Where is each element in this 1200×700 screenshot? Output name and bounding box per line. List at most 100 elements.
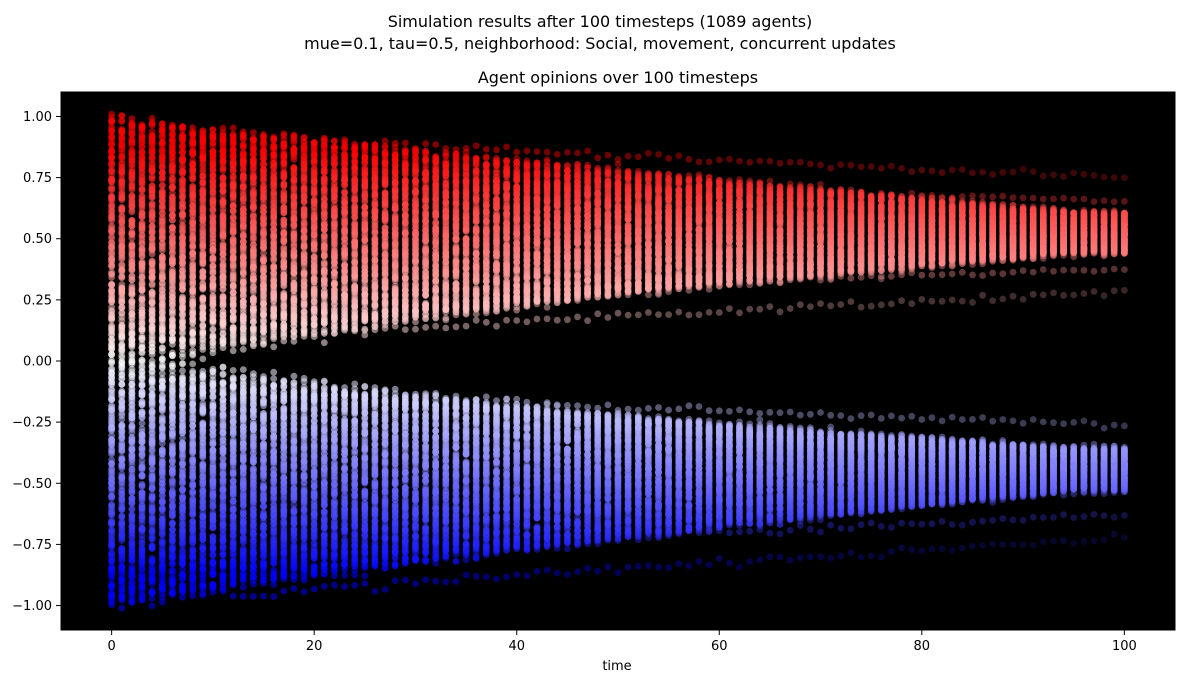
data-point xyxy=(118,558,126,565)
data-point xyxy=(260,425,267,433)
data-point xyxy=(239,269,247,276)
data-point xyxy=(148,433,156,441)
data-point xyxy=(239,335,247,343)
data-point xyxy=(270,448,278,456)
data-point xyxy=(148,326,156,333)
data-point xyxy=(118,381,126,388)
data-point xyxy=(199,536,207,544)
data-point xyxy=(239,309,247,316)
data-point xyxy=(108,359,115,366)
data-point xyxy=(199,480,207,488)
data-point xyxy=(179,156,186,164)
data-point xyxy=(250,212,257,220)
data-point xyxy=(118,519,126,526)
data-point xyxy=(199,400,207,407)
data-point xyxy=(260,384,267,391)
data-point xyxy=(118,169,126,177)
data-point xyxy=(260,571,267,579)
data-point xyxy=(138,489,146,497)
data-point xyxy=(118,427,126,435)
data-point xyxy=(118,273,126,281)
data-point xyxy=(138,389,146,396)
data-point xyxy=(219,299,227,307)
data-point xyxy=(290,437,298,445)
data-point xyxy=(128,529,136,537)
data-point xyxy=(290,505,298,513)
data-point xyxy=(250,308,257,315)
data-point xyxy=(118,261,126,268)
data-point xyxy=(229,235,237,243)
data-point xyxy=(189,308,197,316)
data-point xyxy=(148,473,156,480)
data-point xyxy=(118,341,126,348)
data-point xyxy=(128,127,136,135)
data-point xyxy=(239,253,247,261)
data-point xyxy=(199,462,207,470)
data-point xyxy=(138,343,146,351)
data-point xyxy=(219,370,227,378)
data-point xyxy=(108,501,115,508)
data-point xyxy=(209,551,217,559)
data-point xyxy=(108,328,115,335)
data-point xyxy=(229,324,237,332)
data-point xyxy=(199,419,207,427)
data-point xyxy=(260,256,267,264)
data-point xyxy=(148,120,156,128)
data-point xyxy=(280,230,288,237)
data-point xyxy=(189,545,197,553)
data-point xyxy=(199,130,207,138)
data-point xyxy=(118,153,126,161)
data-point xyxy=(280,518,288,525)
data-point xyxy=(169,250,176,258)
data-point xyxy=(158,323,166,331)
data-point xyxy=(108,183,115,191)
data-point xyxy=(128,240,136,248)
data-point xyxy=(239,518,247,526)
data-point xyxy=(158,120,166,127)
data-point xyxy=(128,505,136,512)
data-point xyxy=(219,174,227,182)
data-point xyxy=(209,219,217,227)
data-point xyxy=(118,604,126,612)
data-point xyxy=(290,549,298,557)
data-point xyxy=(128,563,136,571)
data-point xyxy=(189,160,197,168)
data-point xyxy=(229,166,237,174)
data-point xyxy=(138,158,146,166)
data-point xyxy=(108,365,115,372)
data-point xyxy=(229,255,237,263)
data-point xyxy=(138,334,146,342)
data-point xyxy=(229,406,237,414)
data-point xyxy=(189,148,197,156)
data-point xyxy=(239,149,247,157)
data-point xyxy=(290,132,298,140)
data-point xyxy=(179,319,186,326)
data-point xyxy=(108,322,115,329)
data-point xyxy=(219,378,227,386)
data-point xyxy=(209,570,217,578)
data-point xyxy=(219,558,227,565)
data-point xyxy=(158,356,166,364)
data-point xyxy=(138,356,146,364)
data-point xyxy=(108,374,115,382)
data-point xyxy=(169,124,176,131)
data-point xyxy=(138,431,146,438)
data-point xyxy=(239,592,247,600)
data-point xyxy=(219,293,227,301)
data-point xyxy=(280,216,288,224)
data-point xyxy=(270,250,278,258)
data-point xyxy=(270,375,278,382)
data-point xyxy=(108,248,115,255)
data-point xyxy=(169,532,176,540)
data-point xyxy=(239,577,247,585)
data-point xyxy=(148,213,156,220)
data-point xyxy=(250,248,257,256)
data-point xyxy=(148,134,156,142)
data-point xyxy=(179,381,186,388)
data-point xyxy=(229,248,237,256)
data-point xyxy=(158,189,166,197)
data-point xyxy=(260,265,267,272)
data-point xyxy=(148,556,156,564)
data-point xyxy=(280,130,288,138)
